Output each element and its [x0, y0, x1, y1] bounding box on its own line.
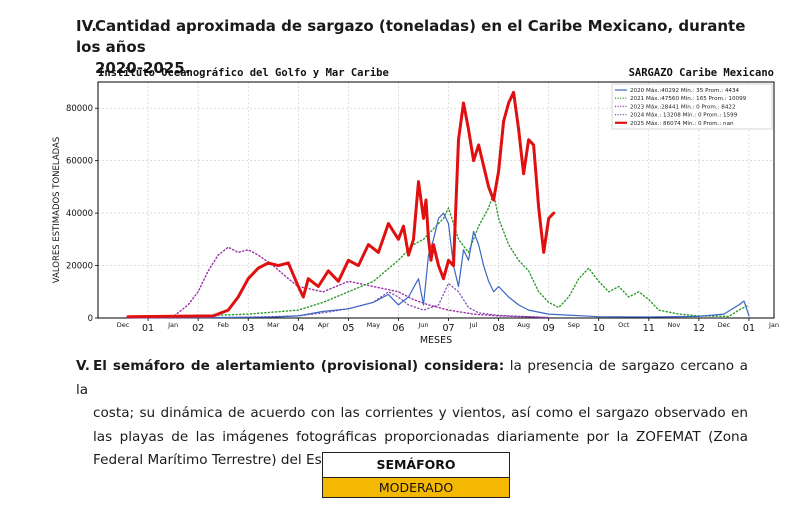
- section-number: IV.: [76, 17, 97, 35]
- x-month-name: Dec: [117, 321, 130, 329]
- chart-left-title: Instituto Oceanográfico del Golfo y Mar …: [98, 67, 389, 79]
- semaforo-header: SEMÁFORO: [323, 453, 509, 478]
- y-axis-ticks: 0 20000 40000 60000 80000: [66, 104, 98, 324]
- x-month-name: May: [367, 321, 381, 329]
- x-month-name: Mar: [267, 321, 280, 329]
- y-axis-label: VALORES ESTIMADOS TONELADAS: [52, 137, 62, 284]
- plot-frame: [97, 81, 775, 319]
- x-month-name: Jun: [417, 321, 428, 329]
- x-month-name: Oct: [618, 321, 630, 329]
- legend-entry: 2023 Máx.:28441 Mín.: 0 Prom.: 8422: [630, 103, 736, 110]
- y-tick-label: 80000: [66, 104, 93, 114]
- x-tick-label: 05: [342, 323, 354, 334]
- series-line: [127, 192, 750, 318]
- x-month-name: Jul: [469, 321, 478, 329]
- y-tick-label: 60000: [66, 157, 93, 167]
- legend-entry: 2025 Máx.: 86074 Mín.: 0 Prom.: nan: [630, 120, 734, 127]
- semaforo-value: MODERADO: [323, 478, 509, 497]
- x-tick-label: 02: [192, 323, 204, 334]
- x-month-name: Jan: [167, 321, 178, 329]
- x-tick-label: 01: [743, 323, 755, 334]
- legend-entry: 2024 Máx.: 13208 Mín.: 0 Prom.: 1599: [630, 112, 738, 119]
- x-month-name: Aug: [517, 321, 530, 329]
- section-title-line1: Cantidad aproximada de sargazo (tonelada…: [76, 17, 746, 56]
- legend-entry: 2021 Máx.:47560 Mín.: 165 Prom.: 10099: [630, 95, 747, 102]
- x-month-name: Sep: [568, 321, 580, 329]
- x-tick-label: 11: [643, 323, 655, 334]
- y-tick-label: 40000: [66, 209, 93, 219]
- x-tick-label: 12: [693, 323, 705, 334]
- section-title-line2: 2020-2025.: [95, 59, 191, 77]
- section-iv-heading: IV.Cantidad aproximada de sargazo (tonel…: [76, 16, 766, 79]
- section-text-line1: la presencia de sargazo cercano a la: [76, 358, 748, 398]
- x-month-name: Nov: [668, 321, 681, 329]
- x-tick-label: 07: [442, 323, 454, 334]
- x-tick-label: 01: [142, 323, 154, 334]
- section-lead: El semáforo de alertamiento (provisional…: [93, 358, 505, 374]
- x-month-name: Feb: [217, 321, 229, 329]
- chart-right-title: SARGAZO Caribe Mexicano: [629, 67, 774, 79]
- x-tick-label: 04: [292, 323, 304, 334]
- x-tick-label: 03: [242, 323, 254, 334]
- x-axis-label: MESES: [420, 335, 452, 346]
- x-tick-label: 09: [543, 323, 555, 334]
- x-month-name: Jan: [768, 321, 779, 329]
- x-month-name: Apr: [318, 321, 330, 329]
- chart-grid: [98, 82, 774, 319]
- x-tick-label: 06: [392, 323, 404, 334]
- y-tick-label: 20000: [66, 262, 93, 272]
- chart-legend: 2020 Máx.:40292 Mín.: 35 Prom.: 44342021…: [611, 83, 773, 130]
- series-lines: [126, 90, 750, 319]
- legend-box: [611, 83, 773, 130]
- x-tick-label: 10: [593, 323, 605, 334]
- y-tick-label: 0: [88, 314, 93, 324]
- series-line: [126, 90, 556, 319]
- sargassum-line-chart: Instituto Oceanográfico del Golfo y Mar …: [52, 67, 779, 346]
- section-number: V.: [76, 358, 90, 374]
- x-axis-ticks: Dec 01 Jan 02 Feb 03 Mar 04 Apr 05 May 06 Jun 07 Jul 08…: [117, 318, 779, 334]
- x-tick-label: 08: [493, 323, 505, 334]
- legend-entry: 2020 Máx.:40292 Mín.: 35 Prom.: 4434: [630, 87, 740, 94]
- semaforo-table: SEMÁFORO MODERADO: [322, 452, 510, 498]
- series-line: [127, 212, 750, 319]
- x-month-name: Dec: [718, 321, 731, 329]
